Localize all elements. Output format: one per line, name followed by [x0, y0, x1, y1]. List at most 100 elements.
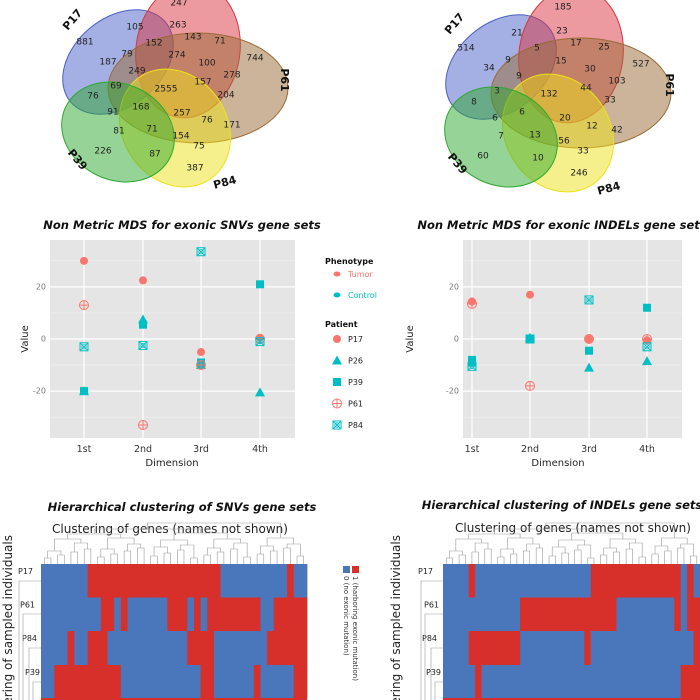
heatmap-cell: [635, 564, 643, 598]
heatmap-cell: [300, 665, 308, 699]
heatmap-cell: [526, 564, 534, 598]
heatmap-cell: [114, 564, 122, 598]
heatmap-cell: [500, 631, 508, 666]
dendrogram-branch: [625, 548, 633, 564]
heatmap-cell: [127, 564, 135, 598]
dendrogram-branch: [526, 543, 540, 551]
heatmap-cell: [648, 564, 656, 598]
heatmap-cell: [267, 597, 275, 632]
heatmap-cell: [280, 631, 288, 666]
heatmap-cell: [520, 597, 527, 632]
heatmap-cell: [174, 564, 182, 598]
heatmap-cell: [577, 631, 585, 666]
mds-snv-ylabel: Value: [20, 325, 31, 352]
heatmap-cell: [622, 665, 630, 699]
heatmap-cell: [260, 631, 268, 666]
dendrogram-branch: [180, 544, 195, 558]
square-x-box: [642, 342, 652, 352]
venn-region-count: 263: [169, 21, 186, 31]
venn-region-count: 204: [217, 91, 234, 101]
heatmap-cell: [253, 564, 261, 598]
dendrogram-branch: [664, 550, 672, 564]
heatmap-cell: [513, 631, 521, 666]
venn-region-count: 91: [107, 108, 118, 118]
venn-region-count: 5: [534, 44, 540, 54]
heatmap-cell: [616, 631, 624, 666]
heatmap-cell: [507, 597, 515, 632]
venn-region-count: 25: [598, 43, 609, 53]
heatmap-cell: [475, 564, 482, 598]
heatmap-cell: [693, 665, 700, 699]
dendrogram-branch: [44, 557, 52, 564]
heatmap-cell: [273, 597, 281, 632]
point-p26: [642, 356, 652, 366]
dendrogram-branch: [458, 554, 466, 564]
venn-region-count: 75: [193, 142, 204, 152]
dendrogram-branch: [500, 548, 514, 557]
square-x-cross: [584, 295, 594, 305]
heatmap-cell: [577, 564, 585, 598]
venn-region-count: 9: [516, 72, 522, 82]
heatmap-cell: [160, 597, 168, 632]
venn-region-count: 152: [145, 39, 162, 49]
heatmap-cell: [54, 631, 62, 666]
heatmap-cell: [114, 665, 122, 699]
heatmap-snv-ylabel: Clustering of sampled individuals: [1, 535, 15, 700]
y-tick-label: 20: [36, 282, 46, 291]
heatmap-cell: [94, 631, 102, 666]
heatmap-cell: [635, 665, 643, 699]
heatmap-cell: [558, 665, 566, 699]
legend-p61-label: P61: [348, 400, 363, 409]
legend-phenotype-title: Phenotype: [325, 257, 374, 266]
venn-region-count: 514: [457, 44, 474, 54]
point-p17: [197, 348, 205, 357]
heatmap-cell: [140, 564, 148, 598]
heatmap-cell: [147, 597, 155, 632]
dendrogram-branch: [577, 544, 592, 558]
heatmap-cell: [532, 597, 540, 632]
dendrogram-branch: [587, 557, 595, 564]
heatmap-cell: [167, 665, 175, 699]
dendrogram-branch: [677, 547, 685, 564]
legend-control-label: Control: [348, 291, 377, 300]
heatmap-cell: [300, 631, 308, 666]
square-x-circle: [81, 344, 87, 350]
heatmap-cell: [174, 631, 182, 666]
heatmap-cell: [590, 564, 598, 598]
heatmap-cell: [584, 564, 592, 598]
row-dendrogram: [18, 580, 41, 700]
dendrogram-branch: [283, 547, 291, 564]
heatmap-cell: [616, 597, 624, 632]
dendrogram-branch: [270, 550, 278, 564]
dendrogram-branch: [535, 547, 543, 564]
dendrogram-branch: [233, 542, 248, 557]
heatmap-cell: [635, 631, 643, 666]
heatmap-cell: [54, 597, 62, 632]
point-p61: [525, 380, 535, 391]
venn-region-count: 8: [471, 98, 477, 108]
point-p39: [643, 303, 651, 312]
venn-label-p61: P61: [278, 68, 291, 91]
heatmap-cell: [267, 564, 275, 598]
dendrogram-branch: [266, 537, 294, 546]
venn-region-count: 2555: [155, 85, 178, 95]
legend-tumor-key: [333, 271, 341, 277]
heatmap-cell: [590, 597, 598, 632]
heatmap-cell: [207, 597, 215, 632]
venn-region-count: 278: [223, 71, 240, 81]
mds-snv-title: Non Metric MDS for exonic SNVs gene sets: [43, 218, 321, 232]
heatmap-cell: [200, 564, 208, 598]
row-label-p39: P39: [426, 668, 441, 677]
legend-p17-key: [333, 335, 341, 343]
heatmap-cell: [443, 597, 450, 632]
heatmap-cell: [616, 665, 624, 699]
legend-one-label: 1 (harboring exonic mutation): [351, 576, 359, 681]
heatmap-cell: [545, 631, 553, 666]
square-x-circle: [334, 422, 340, 428]
x-tick-label: 2nd: [521, 444, 539, 455]
heatmap-cell: [584, 597, 592, 632]
dendrogram-branch: [163, 552, 171, 564]
dendrogram-branch: [256, 553, 265, 564]
dendrogram-branch: [548, 555, 556, 564]
